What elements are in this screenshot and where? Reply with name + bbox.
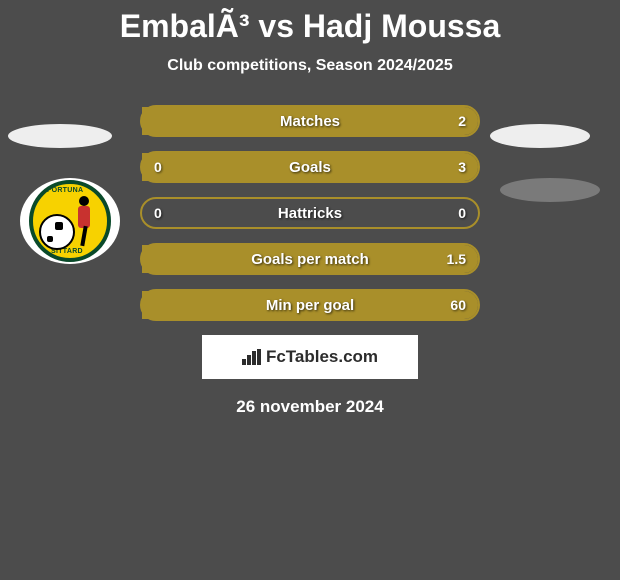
stat-row: Matches2 bbox=[140, 105, 480, 137]
date-label: 26 november 2024 bbox=[0, 397, 620, 417]
player-left-badge-placeholder bbox=[8, 124, 112, 148]
stat-label: Hattricks bbox=[142, 205, 478, 222]
club-badge-text-top: FORTUNA bbox=[47, 187, 83, 194]
stat-row: Goals per match1.5 bbox=[140, 243, 480, 275]
stat-label: Goals bbox=[142, 159, 478, 176]
fctables-attribution: FcTables.com bbox=[202, 335, 418, 379]
stat-label: Min per goal bbox=[142, 297, 478, 314]
stat-value-right: 0 bbox=[446, 205, 466, 221]
club-left-badge: FORTUNA SITTARD bbox=[20, 178, 120, 264]
stat-row: 0Hattricks0 bbox=[140, 197, 480, 229]
stat-value-right: 60 bbox=[446, 297, 466, 313]
stat-label: Goals per match bbox=[142, 251, 478, 268]
stat-row: Min per goal60 bbox=[140, 289, 480, 321]
bar-chart-icon bbox=[242, 349, 262, 365]
stat-row: 0Goals3 bbox=[140, 151, 480, 183]
stat-value-right: 2 bbox=[446, 113, 466, 129]
subtitle: Club competitions, Season 2024/2025 bbox=[0, 57, 620, 75]
soccer-ball-icon bbox=[39, 214, 75, 250]
page-title: EmbalÃ³ vs Hadj Moussa bbox=[0, 0, 620, 45]
stat-label: Matches bbox=[142, 113, 478, 130]
fctables-label: FcTables.com bbox=[266, 347, 378, 367]
club-left-badge-inner: FORTUNA SITTARD bbox=[29, 180, 111, 262]
player-figure-icon bbox=[73, 196, 97, 246]
stat-value-right: 1.5 bbox=[446, 251, 466, 267]
stat-value-right: 3 bbox=[446, 159, 466, 175]
player-right-badge-placeholder bbox=[490, 124, 590, 148]
stats-container: Matches20Goals30Hattricks0Goals per matc… bbox=[140, 105, 480, 321]
club-right-badge-placeholder bbox=[500, 178, 600, 202]
